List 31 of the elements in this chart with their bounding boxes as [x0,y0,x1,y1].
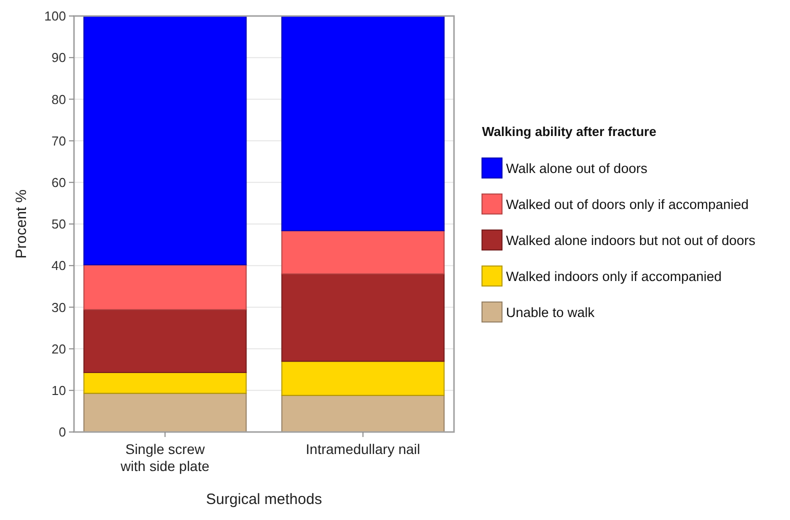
bar [281,16,445,232]
y-tick-label: 20 [52,341,66,356]
y-tick-label: 100 [44,8,66,24]
bar [83,392,247,432]
legend-title: Walking ability after fracture [482,124,656,139]
y-tick-label: 30 [52,300,66,315]
y-tick-label: 0 [58,424,66,440]
legend-label: Walked indoors only if accompanied [506,269,722,284]
y-tick-label: 70 [52,133,66,148]
bar [281,273,445,362]
bar [281,360,445,396]
bar [83,264,247,310]
bar [281,394,445,432]
legend-label: Unable to walk [506,305,595,320]
legend-label: Walk alone out of doors [506,161,648,176]
y-tick-label: 50 [52,216,66,232]
bar [83,372,247,394]
y-tick-label: 80 [52,92,66,107]
y-tick-label: 60 [52,174,66,190]
y-tick-label: 40 [52,258,66,274]
y-axis-title: Procent % [13,189,30,259]
x-tick-label: Intramedullary nail [306,441,420,457]
bar [83,16,247,266]
bar [83,309,247,374]
x-tick-label: Single screw with side plate [120,441,210,474]
x-axis-title: Surgical methods [206,491,322,508]
bar [281,230,445,274]
legend-label: Walked out of doors only if accompanied [506,197,749,212]
y-tick-label: 90 [52,50,66,66]
legend-label: Walked alone indoors but not out of doors [506,233,756,248]
y-tick-label: 10 [52,382,66,398]
